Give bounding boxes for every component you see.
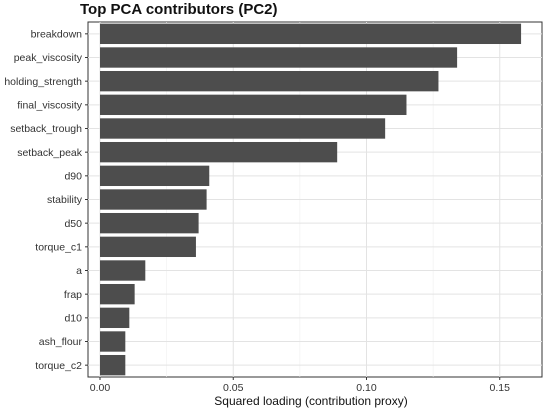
category-label: d50 bbox=[64, 218, 82, 230]
bar-ash-flour bbox=[100, 331, 126, 352]
category-label: peak_viscosity bbox=[14, 52, 83, 64]
category-label: d10 bbox=[64, 312, 82, 324]
bar-final-viscosity bbox=[100, 94, 407, 116]
bars bbox=[100, 23, 522, 376]
category-label: frap bbox=[64, 289, 82, 301]
chart-title: Top PCA contributors (PC2) bbox=[80, 1, 278, 18]
x-tick-label: 0.15 bbox=[490, 382, 511, 394]
bar-setback-trough bbox=[100, 118, 386, 139]
x-axis-label: Squared loading (contribution proxy) bbox=[214, 394, 407, 408]
category-label: a bbox=[76, 265, 82, 277]
x-tick-label: 0.05 bbox=[223, 382, 244, 394]
x-axis-ticks: 0.00 0.05 0.10 0.15 bbox=[90, 377, 510, 394]
category-label: ash_flour bbox=[39, 336, 83, 348]
category-label: torque_c2 bbox=[35, 360, 82, 372]
bar-torque-c1 bbox=[100, 236, 196, 258]
bar-d10 bbox=[100, 307, 130, 329]
category-labels: breakdown peak_viscosity holding_strengthf… bbox=[4, 28, 88, 372]
bar-setback-peak bbox=[100, 141, 338, 163]
category-label: holding_strength bbox=[4, 76, 82, 88]
bar-peak-viscosity bbox=[100, 47, 458, 68]
bar-a bbox=[100, 260, 146, 281]
x-tick-label: 0.00 bbox=[90, 382, 111, 394]
bar-d90 bbox=[100, 165, 210, 187]
bar-holding-strength bbox=[100, 70, 439, 92]
category-label: stability bbox=[47, 194, 83, 206]
bar-torque-c2 bbox=[100, 354, 126, 376]
category-label: d90 bbox=[64, 170, 82, 182]
bar-breakdown bbox=[100, 23, 522, 45]
category-label: torque_c1 bbox=[35, 241, 82, 253]
x-tick-label: 0.10 bbox=[356, 382, 377, 394]
bar-stability bbox=[100, 189, 207, 210]
category-label: setback_trough bbox=[10, 123, 82, 135]
category-label: setback_peak bbox=[17, 147, 83, 159]
category-label: final_viscosity bbox=[17, 99, 83, 111]
bar-frap bbox=[100, 283, 135, 305]
bar-d50 bbox=[100, 212, 199, 234]
category-label: breakdown bbox=[31, 28, 83, 40]
